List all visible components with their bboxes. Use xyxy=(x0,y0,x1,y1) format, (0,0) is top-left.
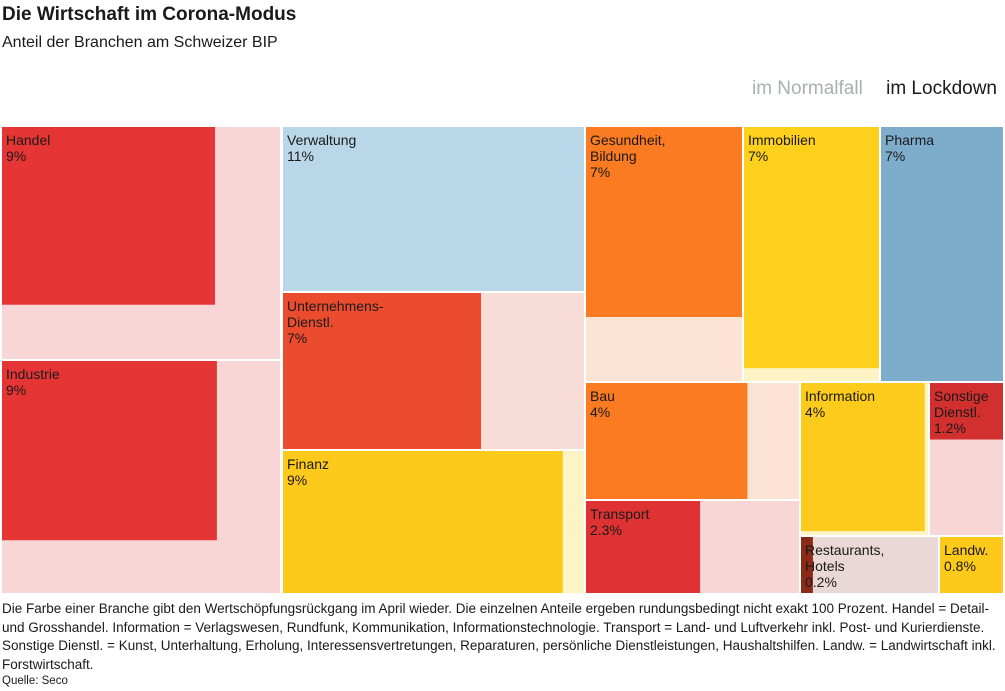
sector-lockdown-rect xyxy=(283,127,584,291)
chart-title: Die Wirtschaft im Corona-Modus xyxy=(2,4,297,25)
sector-information xyxy=(799,381,930,537)
sector-lockdown-rect xyxy=(586,383,748,499)
sector-lockdown-rect xyxy=(586,501,701,593)
sector-landw xyxy=(938,535,1005,595)
sector-lockdown-rect xyxy=(940,537,1003,593)
sector-lockdown-rect xyxy=(930,383,1003,440)
sector-lockdown-rect xyxy=(283,451,563,593)
sector-restaurants-hotels xyxy=(799,535,940,595)
sector-lockdown-rect xyxy=(744,127,879,369)
legend-item-lockdown: im Lockdown xyxy=(886,78,997,99)
sector-sonstige-dienstl xyxy=(928,381,1005,537)
sector-lockdown-rect xyxy=(586,127,742,317)
footnote: Die Farbe einer Branche gibt den Wertsch… xyxy=(2,601,996,672)
sector-lockdown-rect xyxy=(801,537,813,593)
sector-lockdown-rect xyxy=(2,127,216,305)
source-note: Quelle: Seco xyxy=(2,675,68,687)
treemap-chart xyxy=(0,125,1005,595)
sector-normal-rect xyxy=(799,535,940,595)
chart-subtitle: Anteil der Branchen am Schweizer BIP xyxy=(2,34,278,51)
legend: im Normalfall im Lockdown xyxy=(734,78,997,100)
sector-verwaltung xyxy=(281,125,586,293)
sector-gesundheit-bildung xyxy=(584,125,744,383)
sector-pharma xyxy=(879,125,1005,383)
sector-finanz xyxy=(281,449,586,595)
legend-item-normal: im Normalfall xyxy=(751,78,863,99)
sector-handel xyxy=(0,125,282,361)
sector-transport xyxy=(584,499,801,595)
sector-lockdown-rect xyxy=(2,361,217,541)
sector-lockdown-rect xyxy=(801,383,925,532)
sector-lockdown-rect xyxy=(881,127,1003,381)
sector-industrie xyxy=(0,359,282,595)
sector-immobilien xyxy=(742,125,881,383)
sector-lockdown-rect xyxy=(283,293,481,449)
sector-bau xyxy=(584,381,801,501)
sector-unternehmens-dienstl xyxy=(281,291,586,451)
